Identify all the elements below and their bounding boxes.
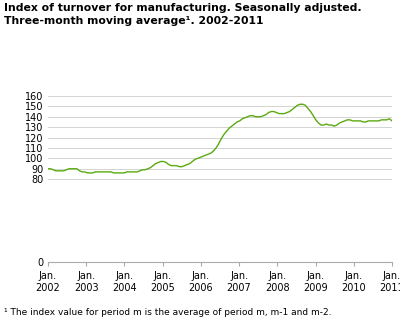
- Text: ¹ The index value for period m is the average of period m, m-1 and m-2.: ¹ The index value for period m is the av…: [4, 308, 332, 317]
- Text: Index of turnover for manufacturing. Seasonally adjusted.
Three-month moving ave: Index of turnover for manufacturing. Sea…: [4, 3, 362, 26]
